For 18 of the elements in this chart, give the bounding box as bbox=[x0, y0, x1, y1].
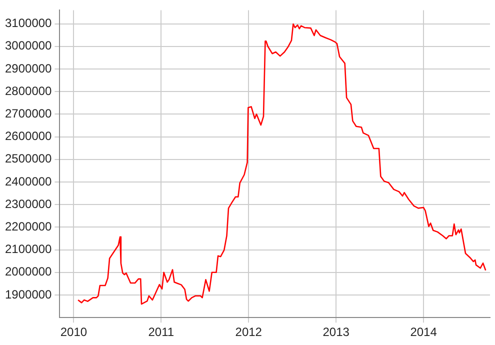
y-tick-label: 2500000 bbox=[5, 152, 52, 166]
y-tick-label: 2100000 bbox=[5, 242, 52, 256]
y-tick-label: 3100000 bbox=[5, 16, 52, 30]
y-tick-label: 2200000 bbox=[5, 220, 52, 234]
y-tick-label: 2300000 bbox=[5, 196, 52, 211]
x-tick-label: 2013 bbox=[322, 325, 350, 340]
y-tick-label: 2700000 bbox=[5, 106, 52, 120]
y-tick-label: 2000000 bbox=[5, 264, 52, 279]
y-tick-label: 1900000 bbox=[5, 287, 52, 302]
y-tick-label: 2400000 bbox=[5, 174, 52, 188]
x-tick-label: 2014 bbox=[410, 325, 438, 340]
x-tick-label: 2012 bbox=[235, 325, 262, 340]
x-tick-label: 2011 bbox=[148, 325, 174, 340]
x-tick-label: 2010 bbox=[60, 325, 88, 340]
y-tick-label: 2900000 bbox=[5, 61, 52, 76]
y-tick-label: 3000000 bbox=[5, 38, 52, 53]
y-tick-label: 2800000 bbox=[5, 84, 52, 98]
y-tick-label: 2600000 bbox=[5, 129, 52, 144]
